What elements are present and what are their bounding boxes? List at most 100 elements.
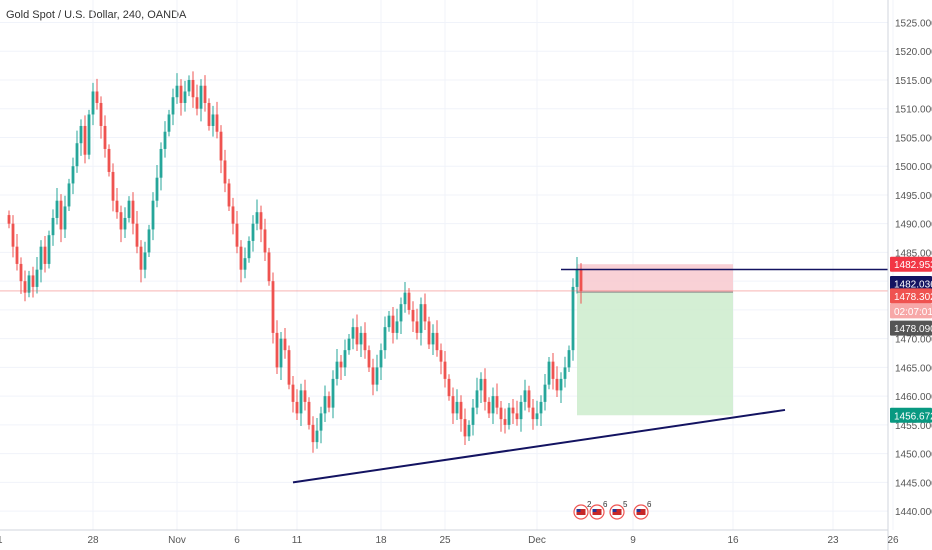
x-tick-label: 23 bbox=[827, 535, 839, 546]
stop-price-label: 1482.953 bbox=[890, 256, 932, 272]
event-icons[interactable]: 2 6 5 6 bbox=[573, 500, 652, 520]
candle-body bbox=[71, 166, 75, 184]
candle-body bbox=[523, 390, 527, 402]
position-zones[interactable] bbox=[577, 264, 733, 416]
flag-icon-stripes bbox=[592, 509, 602, 515]
candle-body bbox=[255, 212, 259, 224]
candle-body bbox=[147, 229, 151, 253]
x-tick-label: 11 bbox=[292, 535, 303, 546]
candle-body bbox=[283, 338, 287, 351]
us-flag-event-icon[interactable]: 2 bbox=[573, 500, 592, 520]
candle-body bbox=[411, 309, 415, 322]
candle-body bbox=[27, 275, 31, 293]
candle-body bbox=[335, 361, 339, 379]
candle-body bbox=[219, 131, 223, 161]
candle-body bbox=[23, 281, 27, 293]
drawings[interactable] bbox=[0, 268, 888, 484]
last-price-label: 1478.302 bbox=[890, 288, 932, 304]
candle-body bbox=[539, 401, 543, 414]
x-tick-label: 18 bbox=[375, 535, 387, 546]
candle-body bbox=[475, 390, 479, 408]
flag-icon-stripes bbox=[636, 509, 646, 515]
candle-body bbox=[435, 332, 439, 351]
candle-body bbox=[307, 401, 311, 425]
target-price-label: 1456.672 bbox=[890, 407, 932, 423]
candle-body bbox=[351, 327, 355, 339]
candle-body bbox=[439, 350, 443, 362]
y-tick-label: 1525.000 bbox=[895, 18, 932, 29]
candle-body bbox=[163, 131, 167, 149]
candle-body bbox=[19, 263, 23, 282]
us-flag-event-icon[interactable]: 5 bbox=[609, 500, 628, 520]
time-axis[interactable]: 21 28 Nov 6 11 18 25 Dec 9 16 23 26 bbox=[0, 529, 899, 546]
stop-price-label-bg bbox=[890, 256, 932, 272]
candle-body bbox=[347, 338, 351, 351]
candle-body bbox=[343, 350, 347, 368]
candle-body bbox=[575, 269, 579, 287]
candle-body bbox=[139, 246, 143, 270]
candle-body bbox=[99, 102, 103, 126]
candle-body bbox=[47, 235, 51, 264]
candle-body bbox=[91, 91, 95, 115]
candle-body bbox=[443, 361, 447, 379]
flag-icon-stripes bbox=[612, 509, 622, 515]
candle-body bbox=[299, 390, 303, 414]
candle-body bbox=[7, 215, 11, 224]
candle-body bbox=[355, 327, 359, 345]
candle-body bbox=[459, 401, 463, 420]
candle-body bbox=[451, 396, 455, 414]
candle-body bbox=[303, 390, 307, 402]
y-tick-label: 1510.000 bbox=[895, 105, 932, 116]
candle-body bbox=[423, 304, 427, 322]
stop-zone[interactable] bbox=[577, 264, 733, 293]
candle-body bbox=[171, 97, 175, 115]
target-zone[interactable] bbox=[577, 292, 733, 416]
y-tick-label: 1495.000 bbox=[895, 191, 932, 202]
level-price-label: 1482.036 bbox=[890, 275, 932, 291]
candle-body bbox=[579, 269, 583, 291]
candle-body bbox=[383, 327, 387, 351]
candle-body bbox=[287, 350, 291, 385]
candle-body bbox=[243, 258, 247, 270]
candle-body bbox=[555, 378, 559, 391]
y-tick-label: 1490.000 bbox=[895, 220, 932, 231]
candle-body bbox=[415, 321, 419, 333]
candle-body bbox=[191, 79, 195, 98]
candle-body bbox=[527, 390, 531, 408]
candle-body bbox=[559, 378, 563, 391]
candle-body bbox=[519, 401, 523, 420]
candle-body bbox=[95, 91, 99, 103]
candle-body bbox=[551, 361, 555, 379]
candle-body bbox=[203, 85, 207, 103]
trendline[interactable] bbox=[292, 408, 786, 484]
last-price-label-bg bbox=[890, 288, 932, 304]
candle-body bbox=[195, 97, 199, 109]
candle-body bbox=[39, 246, 43, 270]
price-axis[interactable]: 1440.000 1445.000 1450.000 1455.000 1460.000… bbox=[887, 0, 932, 550]
flag-icon-canton bbox=[576, 509, 581, 512]
candle-body bbox=[251, 223, 255, 241]
target-price-label-bg bbox=[890, 407, 932, 423]
event-count: 6 bbox=[647, 500, 652, 509]
candle-body bbox=[231, 206, 235, 224]
us-flag-event-icon[interactable]: 6 bbox=[589, 500, 608, 520]
x-tick-label: 6 bbox=[234, 535, 240, 546]
candle-body bbox=[455, 401, 459, 414]
x-tick-label: 28 bbox=[87, 535, 99, 546]
x-tick-label: Dec bbox=[528, 535, 546, 546]
candle-body bbox=[271, 281, 275, 333]
prev-close-label-text: 1478.090 bbox=[894, 324, 932, 335]
candle-body bbox=[447, 378, 451, 397]
us-flag-event-icon[interactable]: 6 bbox=[633, 500, 652, 520]
candle-body bbox=[371, 367, 375, 385]
candle-body bbox=[431, 332, 435, 345]
candle-body bbox=[327, 396, 331, 408]
candle-body bbox=[399, 304, 403, 322]
flag-icon-canton bbox=[592, 509, 597, 512]
candle-body bbox=[479, 378, 483, 391]
candle-body bbox=[83, 125, 87, 155]
y-tick-label: 1485.000 bbox=[895, 248, 932, 259]
candle-body bbox=[87, 114, 91, 155]
candle-body bbox=[31, 275, 35, 287]
